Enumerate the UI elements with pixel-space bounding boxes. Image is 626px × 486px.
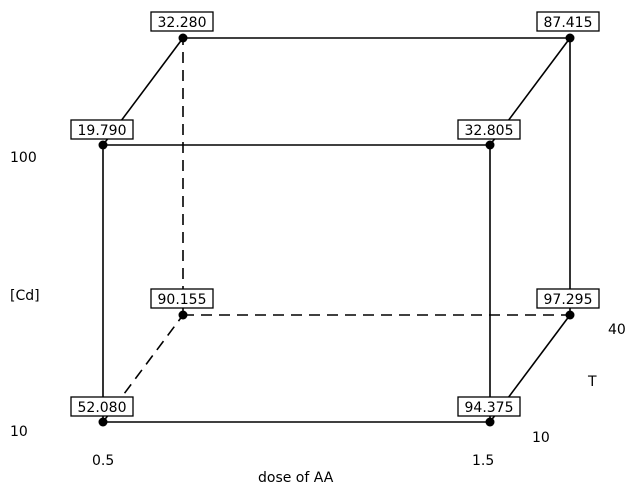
vertex-dot	[485, 417, 495, 427]
z-axis-title: T	[587, 374, 597, 390]
vertex-value: 90.155	[158, 292, 207, 308]
vertex-value: 32.280	[158, 15, 207, 31]
vertex-value: 87.415	[544, 15, 593, 31]
vertex-value: 97.295	[544, 292, 593, 308]
y-axis-title: [Cd]	[10, 288, 40, 304]
vertex-value: 94.375	[465, 400, 514, 416]
vertex-value: 19.790	[78, 123, 127, 139]
vertex-label-x-low-y-high-z-high: 32.280	[150, 11, 214, 32]
vertex-value: 52.080	[78, 400, 127, 416]
vertex-label-x-low-y-low-z-high: 90.155	[150, 288, 214, 309]
z-axis-low-label: 10	[532, 430, 550, 446]
vertex-label-x-high-y-low-z-low: 94.375	[457, 396, 521, 417]
x-axis-title: dose of AA	[258, 470, 334, 486]
vertex-dot	[485, 140, 495, 150]
vertex-label-x-low-y-high-z-low: 19.790	[70, 119, 134, 140]
vertex-label-x-high-y-high-z-high: 87.415	[536, 11, 600, 32]
vertex-dot	[565, 310, 575, 320]
x-axis-low-label: 0.5	[92, 453, 114, 469]
vertex-dot	[98, 417, 108, 427]
z-axis-high-label: 40	[608, 322, 626, 338]
vertex-dot	[178, 33, 188, 43]
y-axis-low-label: 10	[10, 424, 28, 440]
vertex-label-x-high-y-low-z-high: 97.295	[536, 288, 600, 309]
vertex-dot	[98, 140, 108, 150]
vertex-label-x-high-y-high-z-low: 32.805	[457, 119, 521, 140]
y-axis-high-label: 100	[10, 150, 37, 166]
vertex-value: 32.805	[465, 123, 514, 139]
vertex-dot	[178, 310, 188, 320]
x-axis-high-label: 1.5	[472, 453, 494, 469]
vertex-dot	[565, 33, 575, 43]
vertex-label-x-low-y-low-z-low: 52.080	[70, 396, 134, 417]
